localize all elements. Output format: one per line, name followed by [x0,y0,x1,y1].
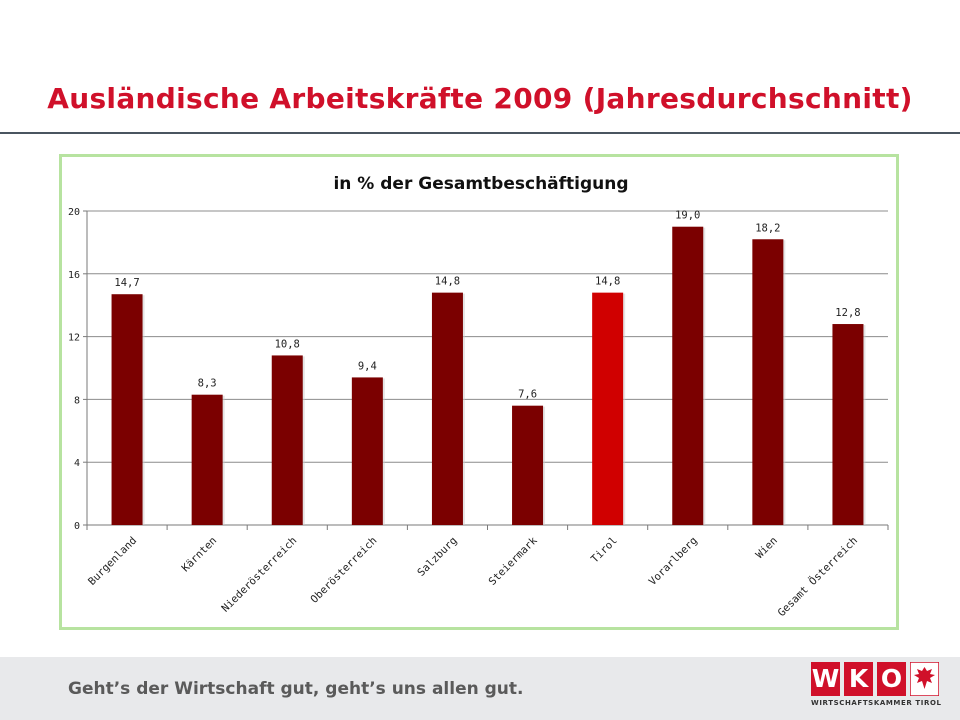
x-tick-label: Niederösterreich [219,535,299,615]
value-label: 18,2 [755,222,780,234]
x-tick-label: Wien [754,535,780,561]
x-tick-label: Kärnten [179,535,219,575]
x-tick-label: Gesamt Österreich [775,534,860,619]
bar-steiermark [512,405,544,525]
y-tick-label: 8 [74,395,80,406]
logo-letter-k: K [844,662,873,696]
bar-k-rnten [191,394,223,525]
bar-gesamt-sterreich [832,324,864,525]
x-tick-label: Vorarlberg [647,535,700,588]
bar-burgenland [111,294,143,525]
bar-wien [752,239,784,525]
bar-ober-sterreich [351,377,383,525]
y-tick-label: 0 [74,521,80,532]
bar-nieder-sterreich [271,355,303,525]
x-axis-labels: Burgenland Kärnten Niederösterreich Oberöst… [86,534,860,619]
x-tick-label: Tirol [589,535,620,566]
value-label: 19,0 [675,210,700,222]
chart-title: in % der Gesamtbeschäftigung [333,174,628,194]
y-tick-label: 4 [74,458,80,469]
bar-tirol [592,292,624,525]
logo-letter-w: W [811,662,840,696]
value-label: 9,4 [358,360,377,372]
x-tick-label: Steiermark [486,534,540,588]
value-labels: 14,7 8,3 10,8 9,4 14,8 7,6 14,8 19,0 18,2 12,8 [114,210,860,401]
tirol-eagle-icon [910,662,939,696]
title-divider [0,132,960,134]
value-label: 10,8 [275,338,300,350]
value-label: 8,3 [198,378,217,390]
x-tick-label: Salzburg [415,535,459,579]
y-tick-label: 20 [68,207,80,218]
bar-chart: in % der Gesamtbeschäftigung 0 4 8 12 16 20 1… [68,174,889,619]
footer-bar [0,657,960,720]
y-axis-ticks: 0 4 8 12 16 20 [68,207,80,532]
value-label: 7,6 [518,389,537,401]
x-tick-label: Burgenland [86,535,139,588]
bar-salzburg [431,292,463,525]
y-tick-label: 12 [68,333,80,344]
value-label: 14,8 [595,276,620,288]
chart-bars [111,226,866,525]
footer-slogan: Geht’s der Wirtschaft gut, geht’s uns al… [68,679,524,699]
logo-subtitle: WIRTSCHAFTSKAMMER TIROL [811,699,942,707]
wko-logo: W K O WIRTSCHAFTSKAMMER TIROL [811,662,942,714]
x-tick-label: Oberösterreich [308,535,379,606]
value-label: 14,7 [114,277,139,289]
bar-vorarlberg [672,226,704,525]
logo-letter-o: O [877,662,906,696]
page-title: Ausländische Arbeitskräfte 2009 (Jahresd… [47,82,913,115]
value-label: 14,8 [435,276,460,288]
y-tick-label: 16 [68,270,80,281]
value-label: 12,8 [835,307,860,319]
chart-frame: in % der Gesamtbeschäftigung 0 4 8 12 16 20 1… [59,154,899,630]
